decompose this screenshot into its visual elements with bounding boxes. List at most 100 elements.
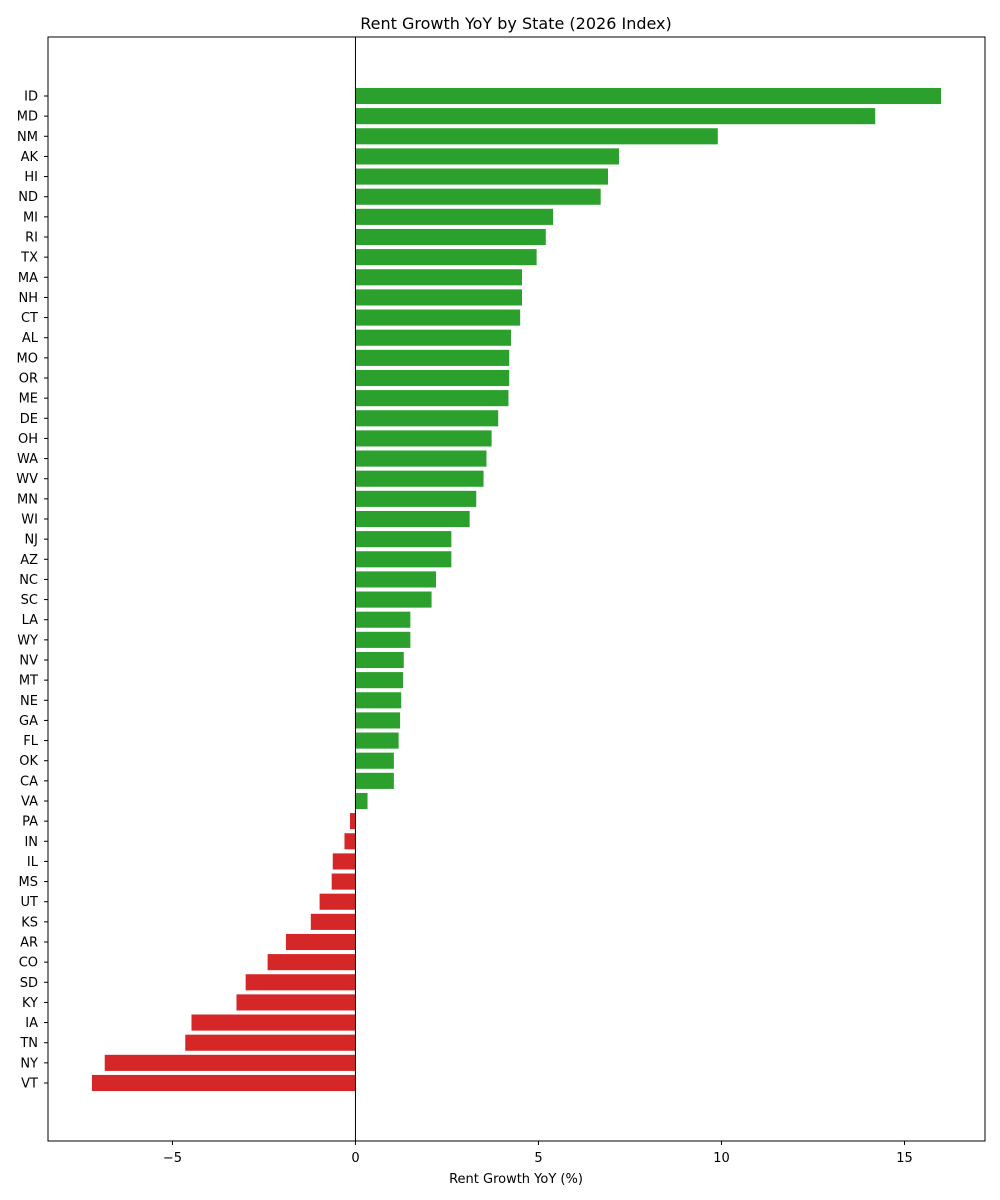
y-tick-label-ne: NE: [20, 694, 38, 709]
y-tick-label-nj: NJ: [24, 533, 38, 548]
y-tick-label-mo: MO: [17, 351, 38, 366]
bar-sd: [245, 974, 356, 991]
x-tick-label: 0: [351, 1151, 359, 1166]
bar-ks: [310, 913, 356, 930]
y-tick-label-ak: AK: [21, 150, 39, 165]
y-tick-label-mi: MI: [23, 210, 38, 225]
bar-la: [355, 611, 411, 628]
bar-co: [267, 954, 356, 971]
bar-in: [344, 833, 356, 850]
y-tick-label-mt: MT: [19, 674, 38, 689]
y-tick-label-ar: AR: [20, 936, 38, 951]
y-tick-label-tx: TX: [20, 251, 38, 266]
bar-ms: [331, 873, 356, 890]
y-tick-label-pa: PA: [22, 815, 38, 830]
x-axis-label: Rent Growth YoY (%): [449, 1172, 583, 1187]
y-tick-label-ia: IA: [25, 1016, 38, 1031]
bar-nh: [355, 289, 522, 306]
bar-nd: [355, 188, 601, 205]
y-tick-label-va: VA: [21, 795, 38, 810]
x-tick-label: −5: [163, 1151, 182, 1166]
bar-az: [355, 551, 452, 568]
bar-tx: [355, 249, 537, 266]
bar-oh: [355, 430, 492, 447]
bar-nv: [355, 651, 404, 669]
x-tick-label: 15: [896, 1151, 913, 1166]
axis-ticks: ID MD NM AK HI ND MI RI TX MA NH CT AL MO OR ME DE OH WA WV…: [16, 90, 913, 1167]
bar-pa: [349, 813, 356, 830]
bar-tn: [185, 1034, 356, 1051]
bar-de: [355, 410, 499, 427]
y-tick-label-wv: WV: [16, 472, 38, 487]
bar-ca: [355, 772, 394, 789]
bar-mi: [355, 208, 554, 225]
bar-il: [332, 853, 356, 870]
chart-title: Rent Growth YoY by State (2026 Index): [360, 14, 672, 33]
y-tick-label-vt: VT: [21, 1077, 38, 1092]
bar-vt: [91, 1074, 356, 1092]
bar-ct: [355, 309, 521, 326]
y-tick-label-ky: KY: [22, 996, 38, 1011]
y-tick-label-mn: MN: [17, 492, 38, 507]
y-tick-label-ks: KS: [21, 915, 38, 930]
y-tick-label-ct: CT: [21, 311, 38, 326]
y-tick-label-nd: ND: [18, 190, 38, 205]
bar-ga: [355, 712, 401, 729]
y-tick-label-me: ME: [19, 392, 38, 407]
bar-ak: [355, 148, 619, 165]
y-tick-label-nm: NM: [17, 130, 38, 145]
bar-nc: [355, 571, 436, 588]
bar-ma: [355, 269, 522, 286]
x-tick-label: 10: [713, 1151, 730, 1166]
y-tick-label-az: AZ: [20, 553, 38, 568]
plot-area: [91, 37, 942, 1141]
bar-id: [355, 87, 942, 105]
bar-fl: [355, 732, 399, 749]
bar-ny: [104, 1054, 356, 1071]
bar-mo: [355, 349, 510, 366]
bar-mn: [355, 490, 477, 507]
bar-al: [355, 329, 512, 346]
bar-md: [355, 108, 876, 125]
y-tick-label-sc: SC: [21, 593, 38, 608]
y-tick-label-id: ID: [24, 90, 38, 105]
y-tick-label-ms: MS: [19, 875, 38, 890]
bar-wi: [355, 510, 470, 528]
y-tick-label-sd: SD: [20, 976, 38, 991]
bar-wa: [355, 450, 487, 467]
bar-wv: [355, 470, 484, 487]
bar-mt: [355, 672, 404, 689]
y-tick-label-hi: HI: [24, 170, 38, 185]
y-tick-label-nv: NV: [19, 654, 38, 669]
bar-va: [355, 792, 368, 810]
y-tick-label-md: MD: [17, 110, 38, 125]
bar-nm: [355, 128, 718, 145]
bar-ky: [236, 994, 356, 1011]
y-tick-label-de: DE: [20, 412, 38, 427]
bar-nj: [355, 531, 452, 548]
y-tick-label-ri: RI: [25, 231, 38, 246]
y-tick-label-ga: GA: [19, 714, 38, 729]
y-tick-label-wa: WA: [17, 452, 38, 467]
bar-hi: [355, 168, 609, 185]
bar-or: [355, 369, 510, 387]
y-tick-label-nc: NC: [19, 573, 38, 588]
bar-ne: [355, 692, 402, 709]
y-tick-label-wi: WI: [21, 513, 38, 528]
y-tick-label-in: IN: [24, 835, 38, 850]
y-tick-label-al: AL: [22, 331, 39, 346]
y-tick-label-ok: OK: [19, 754, 38, 769]
bar-me: [355, 390, 509, 407]
bar-ri: [355, 228, 546, 246]
bar-ut: [319, 893, 356, 910]
y-tick-label-ma: MA: [18, 271, 38, 286]
y-tick-label-ny: NY: [20, 1056, 38, 1071]
y-tick-label-fl: FL: [23, 734, 38, 749]
y-tick-label-co: CO: [19, 956, 38, 971]
y-tick-label-or: OR: [19, 372, 38, 387]
y-tick-label-nh: NH: [19, 291, 39, 306]
y-tick-label-ut: UT: [21, 895, 39, 910]
bar-wy: [355, 631, 411, 648]
